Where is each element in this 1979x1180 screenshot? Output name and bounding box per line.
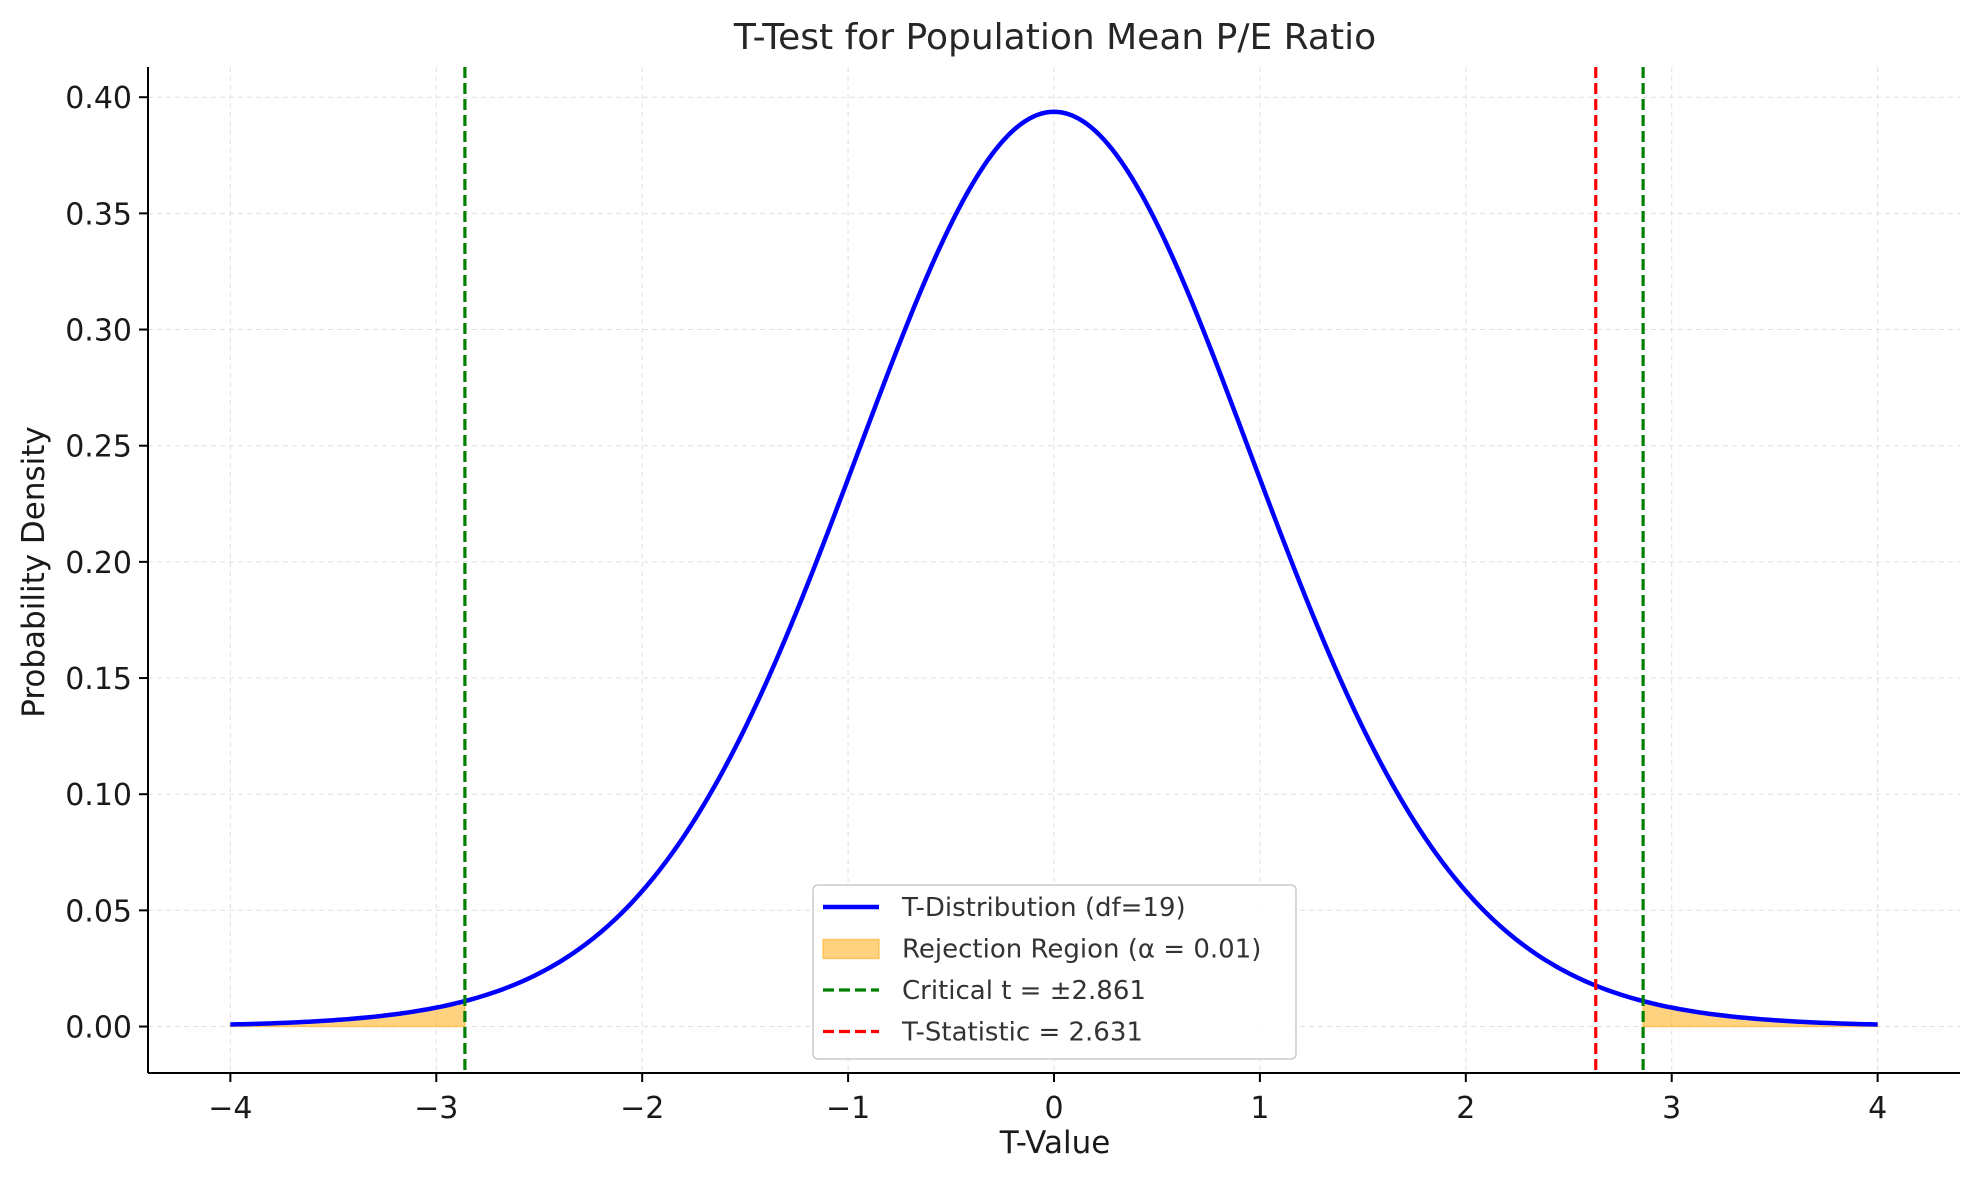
y-tick-label-5: 0.25 bbox=[65, 430, 132, 465]
x-tick-label-3: −1 bbox=[826, 1091, 870, 1126]
legend-critical-t-2-861-label: Critical t = ±2.861 bbox=[902, 976, 1146, 1006]
y-tick-label-7: 0.35 bbox=[65, 197, 132, 232]
x-tick-label-0: −4 bbox=[208, 1091, 252, 1126]
legend: T-Distribution (df=19) Rejection Region (… bbox=[812, 884, 1297, 1060]
x-tick-label-4: 0 bbox=[1044, 1091, 1063, 1126]
chart-title: T-Test for Population Mean P/E Ratio bbox=[733, 17, 1376, 58]
curve-layer bbox=[230, 109, 1878, 1027]
legend-box bbox=[812, 884, 1297, 1060]
y-tick-label-3: 0.15 bbox=[65, 662, 132, 697]
t-distribution-curve bbox=[230, 109, 1878, 1027]
y-tick-label-8: 0.40 bbox=[65, 81, 132, 116]
legend-t-distribution-df-19-label: T-Distribution (df=19) bbox=[901, 893, 1186, 923]
ticks: −4 −3 −2 −1 0 1 2 3 4 0.00 0.05 0.10 0.15 0.20 0.25 0.3… bbox=[65, 81, 1887, 1126]
x-tick-label-1: −3 bbox=[414, 1091, 458, 1126]
y-axis-label: Probability Density bbox=[16, 426, 52, 718]
x-tick-label-8: 4 bbox=[1868, 1091, 1887, 1126]
x-tick-label-5: 1 bbox=[1250, 1091, 1269, 1126]
y-tick-label-0: 0.00 bbox=[65, 1011, 132, 1046]
y-tick-label-1: 0.05 bbox=[65, 894, 132, 929]
x-axis-label: T-Value bbox=[999, 1125, 1111, 1161]
x-tick-label-6: 2 bbox=[1456, 1091, 1475, 1126]
y-tick-label-4: 0.20 bbox=[65, 546, 132, 581]
legend-t-statistic-2-631-label: T-Statistic = 2.631 bbox=[901, 1018, 1143, 1048]
legend-rejection-region-0-01-swatch bbox=[822, 938, 880, 960]
x-tick-label-7: 3 bbox=[1662, 1091, 1681, 1126]
y-tick-label-2: 0.10 bbox=[65, 778, 132, 813]
y-tick-label-6: 0.30 bbox=[65, 314, 132, 349]
reference-lines bbox=[463, 67, 1645, 1073]
x-tick-label-2: −2 bbox=[620, 1091, 664, 1126]
legend-rejection-region-0-01-label: Rejection Region (α = 0.01) bbox=[902, 935, 1261, 965]
